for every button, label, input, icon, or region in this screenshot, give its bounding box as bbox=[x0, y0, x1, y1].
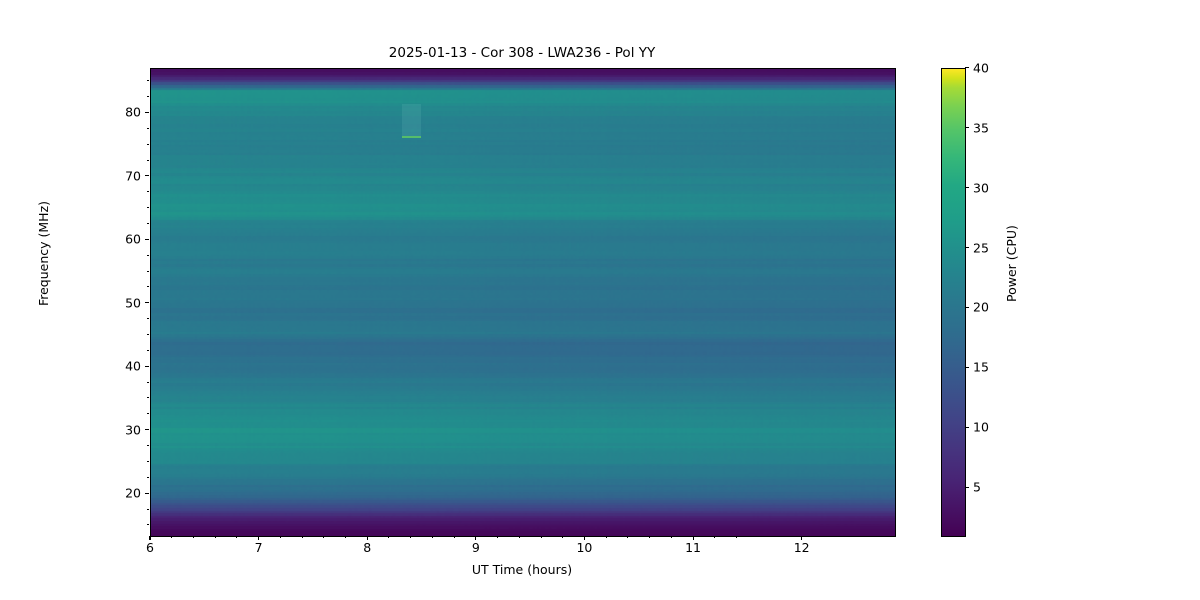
x-minor-tick-mark bbox=[649, 536, 651, 539]
y-minor-tick-mark bbox=[147, 207, 150, 209]
colorbar-tick-mark bbox=[965, 486, 969, 488]
x-minor-tick-mark bbox=[453, 536, 455, 539]
x-tick-mark bbox=[475, 536, 477, 541]
y-tick-label: 40 bbox=[125, 358, 141, 374]
colorbar-tick-mark bbox=[965, 306, 969, 308]
y-minor-tick-mark bbox=[147, 191, 150, 193]
colorbar-tick-mark bbox=[965, 426, 969, 428]
x-minor-tick-mark bbox=[410, 536, 412, 539]
colorbar-tick-label: 20 bbox=[973, 299, 989, 315]
colorbar-label: Power (CPU) bbox=[1004, 225, 1019, 302]
y-minor-tick-mark bbox=[147, 397, 150, 399]
x-minor-tick-mark bbox=[562, 536, 564, 539]
y-tick-mark bbox=[145, 302, 150, 304]
colorbar-tick-mark bbox=[965, 67, 969, 69]
y-minor-tick-mark bbox=[147, 381, 150, 383]
y-tick-mark bbox=[145, 238, 150, 240]
y-tick-label: 80 bbox=[125, 104, 141, 120]
x-minor-tick-mark bbox=[214, 536, 216, 539]
x-minor-tick-mark bbox=[518, 536, 520, 539]
y-minor-tick-mark bbox=[147, 476, 150, 478]
spectrogram-axes[interactable] bbox=[150, 68, 896, 537]
colorbar-tick-mark bbox=[965, 366, 969, 368]
y-tick-mark bbox=[145, 429, 150, 431]
y-tick-label: 70 bbox=[125, 168, 141, 184]
colorbar-tick-label: 25 bbox=[973, 240, 989, 256]
x-minor-tick-mark bbox=[388, 536, 390, 539]
y-tick-mark bbox=[145, 111, 150, 113]
y-minor-tick-mark bbox=[147, 318, 150, 320]
colorbar-tick-mark bbox=[965, 127, 969, 129]
colorbar-tick-label: 5 bbox=[973, 479, 981, 495]
y-minor-tick-mark bbox=[147, 270, 150, 272]
x-minor-tick-mark bbox=[431, 536, 433, 539]
y-tick-mark bbox=[145, 175, 150, 177]
y-minor-tick-mark bbox=[147, 80, 150, 82]
rfi-block-artifact bbox=[401, 103, 422, 138]
y-tick-label: 30 bbox=[125, 422, 141, 438]
y-minor-tick-mark bbox=[147, 524, 150, 526]
y-tick-label: 20 bbox=[125, 485, 141, 501]
y-tick-mark bbox=[145, 492, 150, 494]
spectrogram-image bbox=[151, 69, 895, 536]
x-tick-label: 10 bbox=[576, 540, 593, 555]
x-tick-label: 9 bbox=[471, 540, 480, 555]
colorbar-tick-label: 40 bbox=[973, 60, 989, 76]
x-tick-label: 6 bbox=[146, 540, 154, 555]
x-minor-tick-mark bbox=[670, 536, 672, 539]
x-minor-tick-mark bbox=[301, 536, 303, 539]
y-minor-tick-mark bbox=[147, 349, 150, 351]
y-minor-tick-mark bbox=[147, 143, 150, 145]
x-tick-mark bbox=[149, 536, 151, 541]
x-minor-tick-mark bbox=[540, 536, 542, 539]
x-minor-tick-mark bbox=[236, 536, 238, 539]
y-minor-tick-mark bbox=[147, 445, 150, 446]
x-minor-tick-mark bbox=[171, 536, 173, 539]
x-tick-mark bbox=[692, 536, 694, 541]
y-tick-label: 50 bbox=[125, 295, 141, 311]
x-minor-tick-mark bbox=[497, 536, 498, 539]
x-tick-label: 11 bbox=[685, 540, 702, 555]
x-tick-label: 8 bbox=[363, 540, 372, 555]
y-tick-mark bbox=[145, 365, 150, 367]
colorbar-tick-label: 10 bbox=[973, 419, 989, 435]
x-minor-tick-mark bbox=[192, 536, 194, 539]
y-minor-tick-mark bbox=[147, 127, 150, 129]
x-minor-tick-mark bbox=[605, 536, 607, 539]
y-minor-tick-mark bbox=[147, 159, 150, 161]
colorbar-tick-label: 30 bbox=[973, 180, 989, 196]
x-minor-tick-mark bbox=[736, 536, 737, 539]
x-axis-label: UT Time (hours) bbox=[471, 562, 573, 577]
x-tick-label: 7 bbox=[254, 540, 263, 555]
y-minor-tick-mark bbox=[147, 223, 150, 224]
rfi-line-artifact bbox=[401, 135, 422, 138]
y-minor-tick-mark bbox=[147, 460, 150, 462]
colorbar[interactable] bbox=[941, 68, 966, 537]
colorbar-tick-label: 15 bbox=[973, 359, 989, 375]
y-axis-label: Frequency (MHz) bbox=[36, 200, 52, 307]
x-tick-mark bbox=[583, 536, 585, 541]
x-tick-label: 12 bbox=[793, 540, 810, 555]
x-minor-tick-mark bbox=[279, 536, 281, 539]
x-tick-mark bbox=[801, 536, 803, 541]
y-minor-tick-mark bbox=[147, 334, 150, 335]
y-minor-tick-mark bbox=[147, 96, 150, 97]
x-minor-tick-mark bbox=[714, 536, 716, 539]
spectrogram-canvas bbox=[151, 69, 895, 536]
x-minor-tick-mark bbox=[323, 536, 325, 539]
y-minor-tick-mark bbox=[147, 413, 150, 415]
page-title: 2025-01-13 - Cor 308 - LWA236 - Pol YY bbox=[388, 45, 656, 61]
x-tick-mark bbox=[258, 536, 260, 541]
y-minor-tick-mark bbox=[147, 286, 150, 288]
x-minor-tick-mark bbox=[345, 536, 346, 539]
y-tick-label: 60 bbox=[125, 231, 141, 247]
x-minor-tick-mark bbox=[627, 536, 629, 539]
y-minor-tick-mark bbox=[147, 254, 150, 256]
colorbar-tick-mark bbox=[965, 247, 969, 249]
colorbar-tick-label: 35 bbox=[973, 120, 989, 136]
x-tick-mark bbox=[366, 536, 368, 541]
y-minor-tick-mark bbox=[147, 508, 150, 510]
colorbar-tick-mark bbox=[965, 187, 969, 189]
